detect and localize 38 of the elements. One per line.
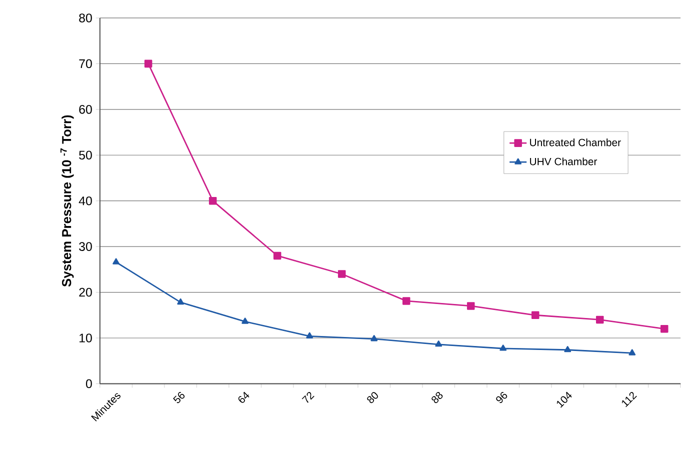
x-tick-label: 96 bbox=[496, 392, 508, 404]
y-tick-label: 20 bbox=[79, 288, 92, 297]
x-tick-label: 64 bbox=[238, 392, 250, 403]
point bbox=[338, 270, 346, 278]
point bbox=[596, 316, 604, 324]
point bbox=[242, 318, 249, 324]
point bbox=[144, 60, 152, 68]
x-tick-label: 72 bbox=[302, 392, 314, 404]
y-tick-label: 60 bbox=[79, 105, 92, 114]
legend-label: UHV Chamber bbox=[530, 158, 598, 166]
point bbox=[370, 335, 378, 342]
point bbox=[177, 298, 184, 305]
point bbox=[273, 252, 282, 260]
point bbox=[112, 258, 120, 265]
x-tick-label: 104 bbox=[556, 392, 572, 408]
point bbox=[531, 311, 540, 320]
point bbox=[500, 344, 507, 351]
x-tick-label: 56 bbox=[173, 392, 185, 404]
legend-label: Untreated Chamber bbox=[530, 138, 621, 146]
y-axis-title: System Pressure (10 $^{-7}$ Torr) bbox=[60, 115, 74, 287]
point bbox=[306, 332, 314, 339]
y-tick-label: 0 bbox=[86, 379, 92, 388]
point bbox=[208, 197, 217, 205]
x-tick-label: 88 bbox=[432, 392, 443, 404]
point bbox=[660, 325, 668, 333]
point bbox=[402, 297, 410, 306]
y-tick-label: 40 bbox=[78, 196, 92, 206]
y-tick-label: 50 bbox=[79, 150, 92, 160]
y-tick-label: 80 bbox=[79, 14, 92, 23]
x-tick-label: 80 bbox=[367, 392, 378, 404]
point bbox=[466, 302, 475, 310]
point bbox=[564, 346, 572, 352]
y-tick-label: 10 bbox=[80, 334, 92, 343]
y-tick-label: 30 bbox=[79, 242, 92, 252]
y-tick-label: 70 bbox=[79, 59, 92, 68]
point bbox=[435, 340, 442, 347]
x-tick-label: 112 bbox=[622, 392, 637, 408]
point bbox=[628, 349, 636, 356]
